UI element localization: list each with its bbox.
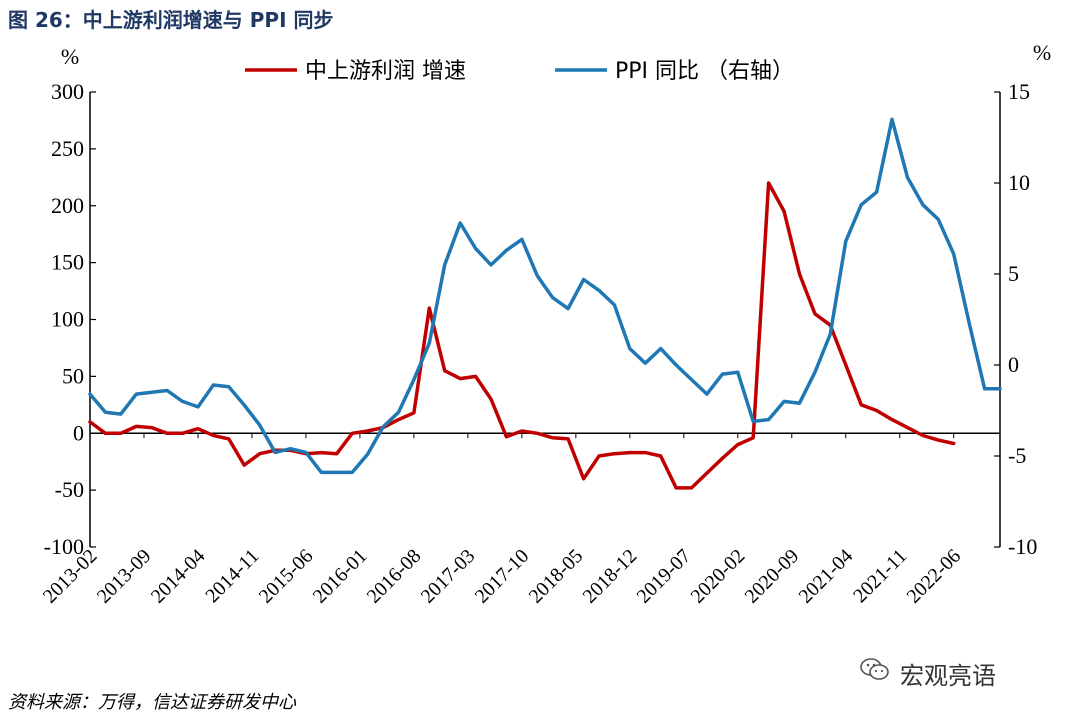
x-tick-label: 2015-06: [255, 545, 318, 608]
right-tick-label: 0: [1008, 352, 1019, 377]
left-tick-label: 300: [51, 79, 84, 104]
x-tick-label: 2019-07: [633, 545, 696, 608]
x-tick-label: 2014-11: [201, 545, 263, 607]
series-line-ppi: [88, 117, 1002, 475]
x-tick-label: 2016-08: [363, 545, 426, 608]
right-axis-unit: %: [1033, 40, 1051, 65]
chart-title: 图 26：中上游利润增速与 PPI 同步: [8, 8, 334, 32]
left-tick-label: 150: [51, 250, 84, 275]
x-tick-label: 2014-04: [147, 545, 210, 608]
x-tick-label: 2021-11: [849, 545, 911, 607]
source-note: 资料来源：万得，信达证券研发中心: [8, 692, 296, 713]
x-tick-label: 2016-01: [309, 545, 372, 608]
left-tick-label: -50: [55, 477, 84, 502]
right-tick-label: 10: [1008, 170, 1030, 195]
left-tick-label: 250: [51, 136, 84, 161]
right-tick-label: -5: [1008, 443, 1026, 468]
wechat-icon: [860, 658, 889, 680]
series-line-profit: [88, 181, 956, 490]
left-tick-label: 100: [51, 307, 84, 332]
x-tick-label: 2020-02: [687, 545, 750, 608]
x-tick-label: 2017-03: [417, 545, 480, 608]
right-tick-label: 15: [1008, 79, 1030, 104]
left-tick-label: 50: [62, 363, 84, 388]
x-tick-label: 2013-09: [93, 545, 156, 608]
x-tick-label: 2020-09: [741, 545, 804, 608]
left-tick-label: -100: [44, 534, 84, 559]
right-tick-label: -10: [1008, 534, 1037, 559]
x-tick-label: 2022-06: [903, 545, 966, 608]
x-tick-label: 2017-10: [471, 545, 534, 608]
x-tick-label: 2018-12: [579, 545, 642, 608]
legend-label-ppi: PPI 同比 （右轴）: [615, 59, 794, 84]
left-tick-label: 0: [73, 420, 84, 445]
x-tick-label: 2018-05: [525, 545, 588, 608]
legend-label-profit: 中上游利润 增速: [305, 59, 466, 84]
right-tick-label: 5: [1008, 261, 1019, 286]
watermark-text: 宏观亮语: [900, 662, 996, 690]
left-axis-unit: %: [61, 44, 79, 69]
left-tick-label: 200: [51, 193, 84, 218]
x-tick-label: 2021-04: [795, 545, 858, 608]
